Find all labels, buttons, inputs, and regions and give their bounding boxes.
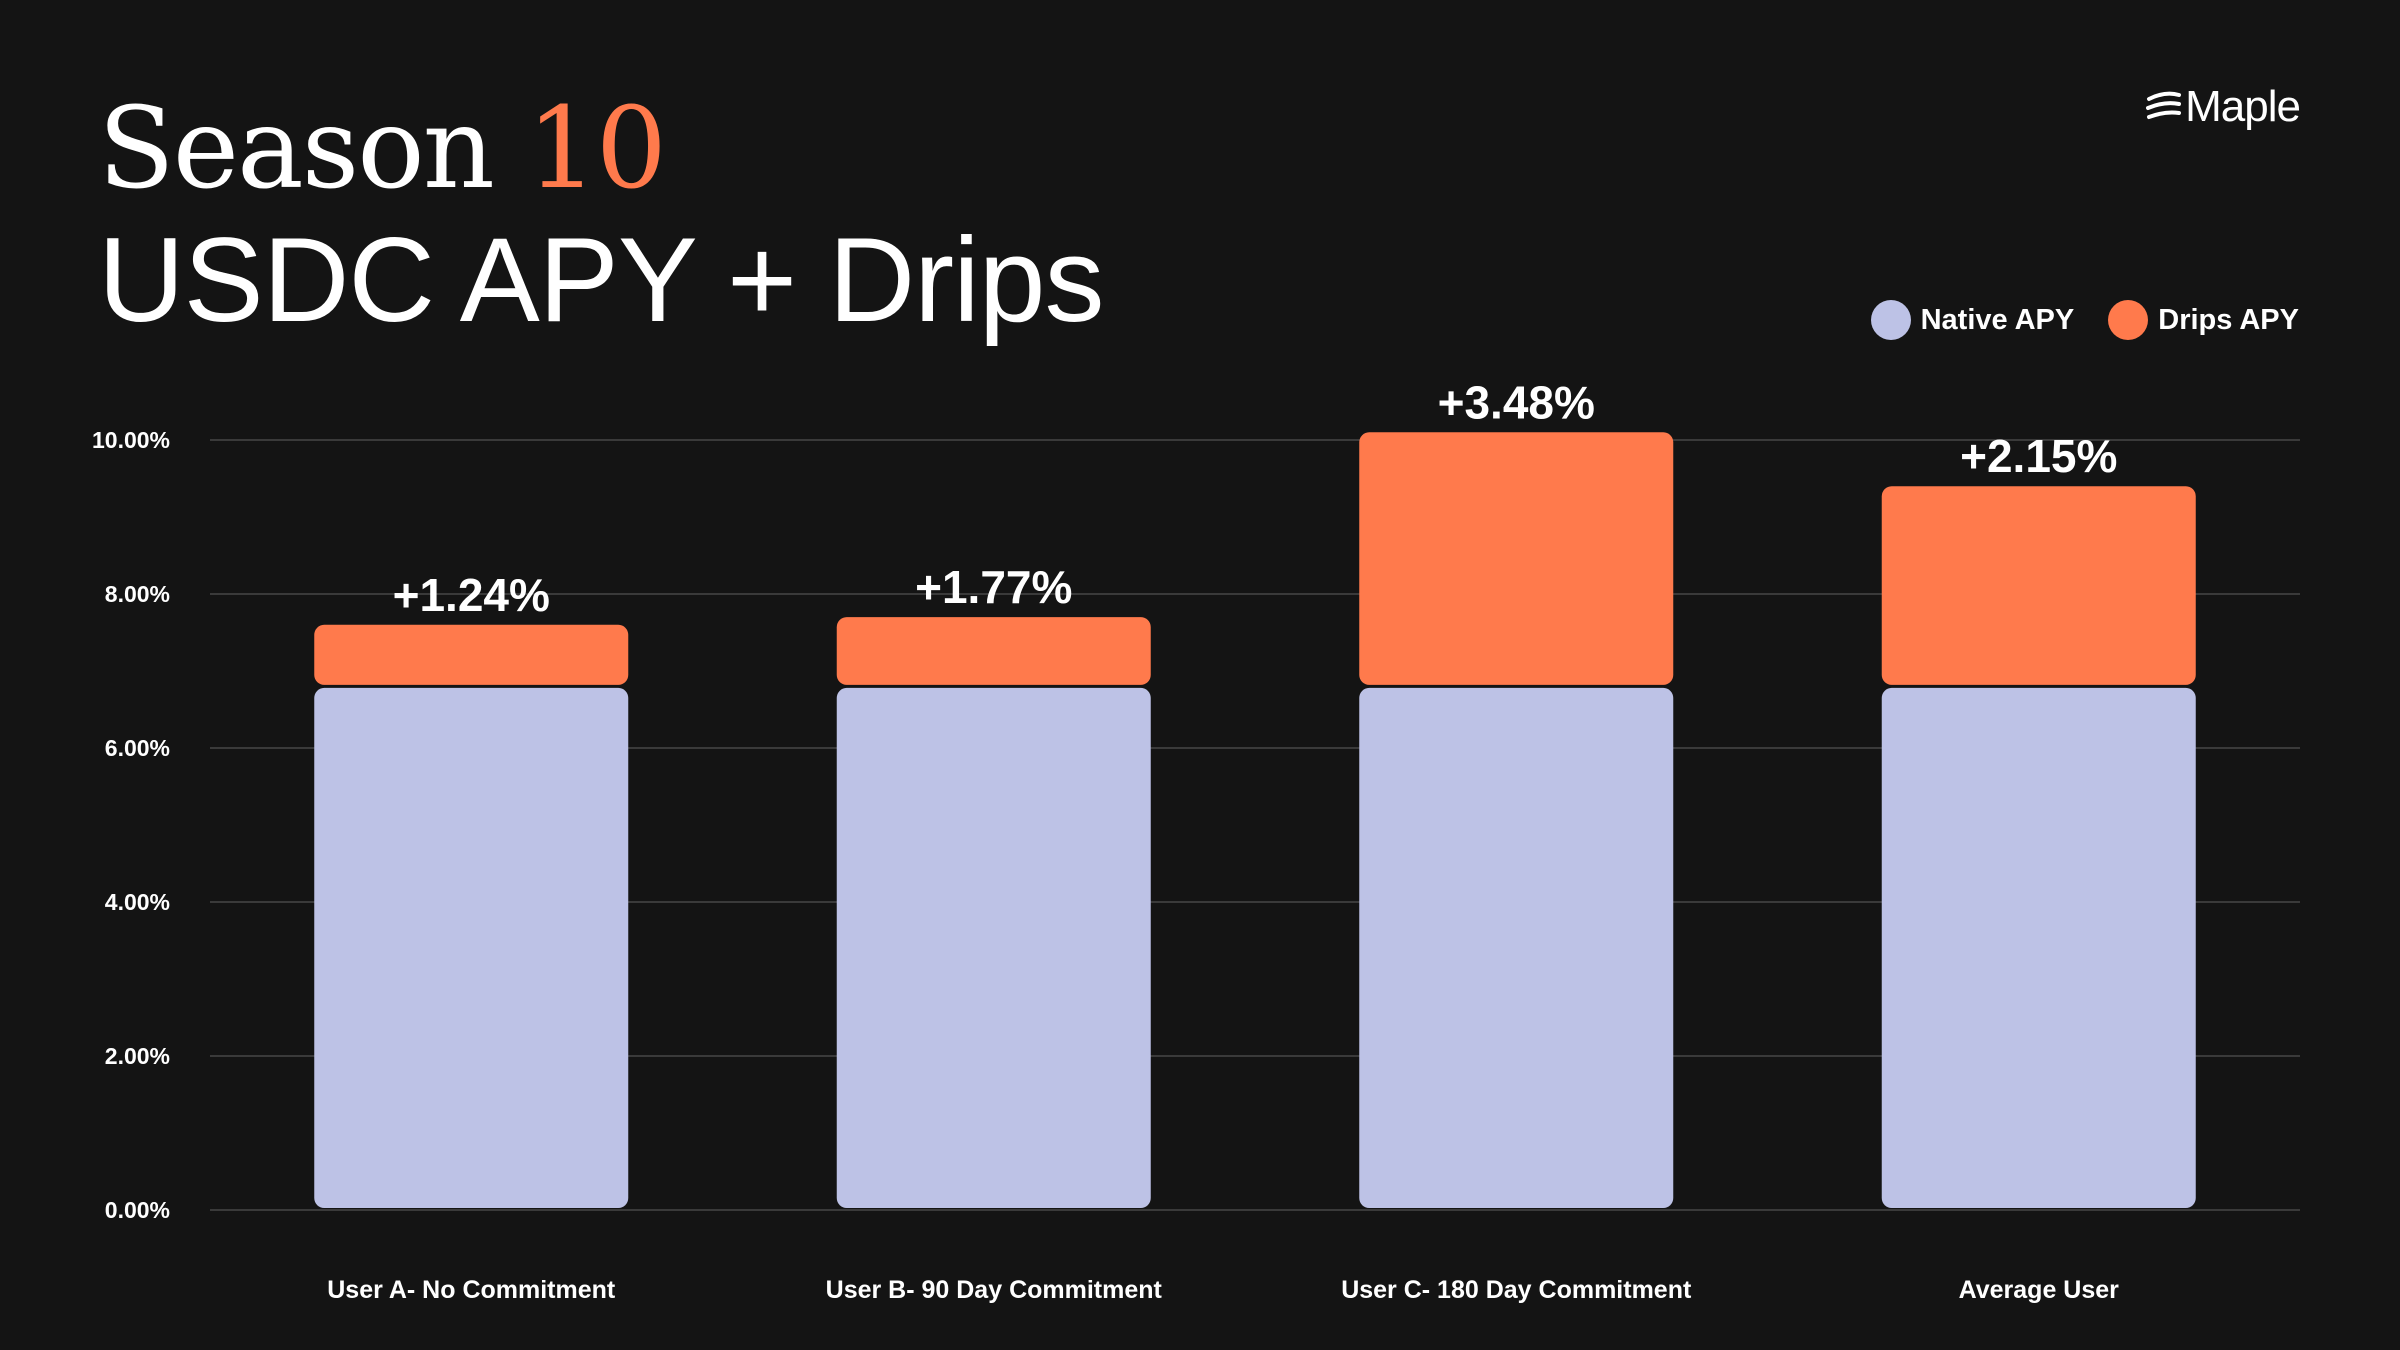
title-word: Season xyxy=(98,84,495,214)
legend-item-drips: Drips APY xyxy=(2108,300,2299,340)
x-category-label: User C- 180 Day Commitment xyxy=(1341,1276,1692,1304)
bar-drips-apy xyxy=(836,617,1151,685)
legend-label-native: Native APY xyxy=(1920,303,2075,336)
bar-data-label: +1.77% xyxy=(915,561,1072,613)
logo-text: Maple xyxy=(2185,82,2301,131)
y-tick-label: 6.00% xyxy=(105,735,170,761)
bar-native-apy xyxy=(1359,687,1674,1208)
bar-data-label: +1.24% xyxy=(393,569,550,621)
maple-logo: Maple xyxy=(2145,82,2301,132)
legend-swatch-drips xyxy=(2108,300,2149,340)
bar-data-label: +3.48% xyxy=(1438,376,1595,428)
x-category-label: Average User xyxy=(1959,1276,2120,1304)
legend-label-drips: Drips APY xyxy=(2158,303,2299,336)
legend-swatch-native xyxy=(1870,300,1911,340)
bar-data-label: +2.15% xyxy=(1960,430,2117,482)
y-tick-label: 2.00% xyxy=(105,1043,170,1069)
bar-native-apy xyxy=(836,687,1151,1208)
title-block: Season 10 USDC APY + Drips xyxy=(98,86,1104,348)
bar-drips-apy xyxy=(1881,486,2196,685)
y-tick-label: 10.00% xyxy=(92,427,170,453)
bar-native-apy xyxy=(314,687,629,1208)
x-category-label: User A- No Commitment xyxy=(327,1276,616,1304)
title-number: 10 xyxy=(526,84,667,214)
maple-logo-icon xyxy=(2146,91,2182,119)
y-tick-label: 0.00% xyxy=(105,1197,170,1223)
page-subtitle: USDC APY + Drips xyxy=(98,213,1104,347)
chart-legend: Native APY Drips APY xyxy=(1870,300,2299,340)
y-tick-label: 8.00% xyxy=(105,581,170,607)
legend-item-native: Native APY xyxy=(1870,300,2075,340)
x-category-label: User B- 90 Day Commitment xyxy=(826,1276,1163,1304)
bar-drips-apy xyxy=(1359,432,1674,685)
page-title: Season 10 xyxy=(98,86,1103,212)
bar-native-apy xyxy=(1881,687,2196,1208)
bar-drips-apy xyxy=(314,624,629,685)
y-tick-label: 4.00% xyxy=(105,889,170,915)
